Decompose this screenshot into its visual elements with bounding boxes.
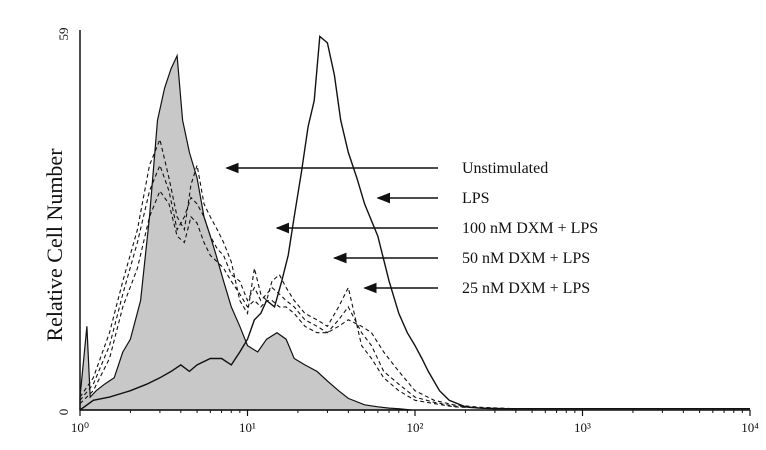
series-lps-line — [79, 34, 750, 411]
annotation-label: 100 nM DXM + LPS — [462, 220, 598, 237]
x-tick-label: 10¹ — [239, 420, 256, 435]
series-100-nm-dxm-lps-line — [79, 137, 516, 410]
series-unstimulated-area — [79, 53, 412, 411]
series-50-nm-dxm-lps-line — [79, 163, 516, 410]
y-tick-label-bottom: 0 — [56, 409, 71, 416]
annotation-label: 50 nM DXM + LPS — [462, 250, 590, 267]
x-tick-label: 10² — [407, 420, 424, 435]
annotation-label: LPS — [462, 190, 490, 207]
annotation-label: Unstimulated — [462, 160, 548, 177]
series-25-nm-dxm-lps-line — [79, 189, 516, 410]
x-tick-label: 10⁴ — [741, 420, 759, 435]
y-axis-label: Relative Cell Number — [42, 148, 67, 342]
legend-annotations: Unstimulated LPS 100 nM DXM + LPS 50 nM DXM… — [225, 160, 598, 297]
x-tick-label: 10³ — [574, 420, 591, 435]
x-axis-ticks: 10⁰ 10¹ 10² 10³ 10⁴ — [71, 410, 759, 435]
y-tick-label-top: 59 — [56, 28, 71, 41]
plot-area — [79, 34, 750, 411]
annotation-label: 25 nM DXM + LPS — [462, 280, 590, 297]
x-tick-label: 10⁰ — [71, 420, 89, 435]
